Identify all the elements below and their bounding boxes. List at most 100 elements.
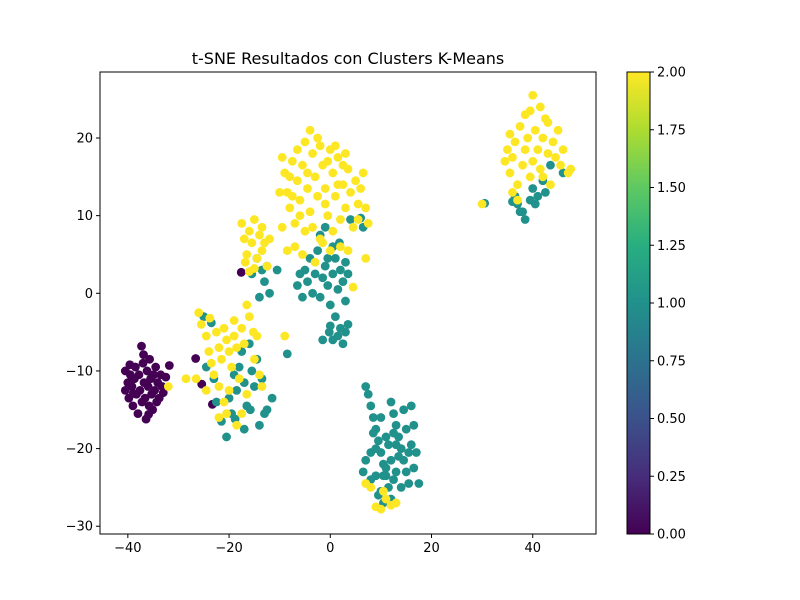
cluster-1-point — [341, 296, 350, 306]
colorbar-tick-label: 1.25 — [657, 239, 686, 254]
cluster-0-point — [140, 393, 150, 403]
cluster-2-point — [298, 160, 307, 170]
cluster-2-point — [528, 156, 538, 166]
cluster-2-point — [265, 234, 274, 244]
cluster-2-point — [249, 215, 259, 224]
cluster-2-point — [239, 234, 249, 244]
cluster-1-point — [323, 281, 333, 290]
cluster-1-point — [318, 273, 328, 283]
cluster-1-point — [313, 246, 323, 255]
cluster-2-point — [348, 282, 358, 292]
cluster-1-point — [368, 428, 378, 438]
cluster-1-point — [363, 389, 373, 399]
cluster-2-point — [361, 479, 371, 488]
cluster-2-point — [206, 358, 216, 368]
cluster-2-point — [503, 145, 512, 155]
cluster-2-point — [500, 156, 510, 166]
cluster-2-point — [508, 153, 517, 162]
cluster-2-point — [227, 362, 236, 372]
colorbar-tick-label: 0.25 — [657, 470, 686, 485]
x-tick-label: −40 — [114, 541, 141, 556]
cluster-1-point — [406, 401, 416, 411]
x-tick-label: 40 — [524, 541, 541, 556]
cluster-2-point — [341, 149, 350, 158]
cluster-0-point — [129, 389, 138, 398]
cluster-2-point — [232, 343, 242, 353]
cluster-0-point — [145, 354, 155, 364]
cluster-2-point — [257, 222, 267, 232]
cluster-2-point — [543, 118, 553, 127]
cluster-2-point — [551, 153, 560, 162]
cluster-1-point — [232, 385, 242, 395]
colorbar-tick-label: 1.50 — [657, 181, 686, 196]
cluster-1-point — [323, 253, 333, 263]
cluster-1-point — [361, 455, 371, 465]
cluster-2-point — [363, 219, 373, 228]
cluster-1-point — [358, 467, 368, 477]
x-tick-label: 0 — [326, 541, 334, 556]
cluster-2-point — [513, 195, 522, 205]
cluster-2-point — [533, 145, 543, 155]
colorbar-tick-label: 0.75 — [657, 354, 686, 369]
cluster-2-point — [285, 203, 295, 213]
cluster-1-point — [379, 471, 388, 481]
cluster-2-point — [303, 184, 312, 193]
cluster-2-point — [330, 141, 340, 151]
colorbar-tick-label: 0.50 — [657, 412, 686, 427]
cluster-2-point — [323, 211, 333, 221]
cluster-2-point — [280, 331, 290, 341]
cluster-2-point — [336, 242, 345, 252]
cluster-2-point — [381, 494, 391, 504]
cluster-1-point — [394, 451, 404, 461]
cluster-1-point — [341, 257, 350, 267]
cluster-2-point — [295, 211, 305, 221]
cluster-1-point — [389, 475, 398, 485]
cluster-1-point — [255, 292, 264, 302]
cluster-2-point — [277, 153, 287, 162]
cluster-2-point — [224, 347, 234, 356]
x-axis-ticks: −40 −20 0 20 40 — [114, 534, 541, 556]
cluster-1-point — [406, 440, 416, 450]
cluster-2-point — [353, 215, 363, 224]
cluster-2-point — [320, 184, 330, 193]
plot-area — [99, 71, 597, 535]
cluster-2-point — [543, 149, 553, 158]
cluster-2-point — [209, 370, 219, 380]
y-tick-label: −30 — [66, 520, 93, 535]
cluster-2-point — [528, 90, 538, 100]
cluster-1-point — [308, 288, 317, 298]
colorbar-tick-label: 0.00 — [657, 528, 686, 543]
cluster-0-point — [137, 341, 146, 351]
cluster-2-point — [275, 187, 285, 197]
cluster-1-point — [546, 160, 555, 170]
cluster-2-point — [219, 397, 229, 407]
cluster-1-point — [361, 382, 371, 391]
cluster-2-point — [518, 160, 528, 170]
cluster-1-point — [373, 436, 383, 446]
cluster-0-point — [120, 385, 130, 395]
cluster-2-point — [515, 121, 525, 131]
cluster-2-point — [204, 347, 214, 356]
cluster-0-point — [138, 358, 148, 368]
cluster-1-point — [386, 397, 396, 407]
cluster-1-point — [518, 207, 528, 217]
cluster-2-point — [242, 389, 252, 399]
x-tick-label: −20 — [215, 541, 242, 556]
cluster-2-point — [214, 413, 224, 422]
cluster-1-point — [262, 405, 272, 415]
chart-title: t-SNE Resultados con Clusters K-Means — [192, 49, 505, 68]
cluster-1-point — [530, 199, 540, 209]
colorbar-ticks: 0.00 0.25 0.50 0.75 1.00 1.25 1.50 1.75 2.00 — [650, 66, 686, 543]
cluster-0-point — [128, 401, 138, 411]
cluster-1-point — [298, 292, 307, 302]
cluster-2-point — [361, 253, 371, 263]
cluster-2-point — [244, 312, 254, 321]
cluster-1-point — [384, 440, 393, 450]
cluster-2-point — [361, 203, 371, 213]
cluster-1-point — [320, 261, 330, 271]
cluster-0-point — [191, 354, 201, 363]
cluster-1-point — [249, 382, 259, 391]
cluster-0-point — [125, 360, 135, 370]
cluster-2-point — [513, 180, 522, 189]
cluster-1-point — [260, 277, 269, 287]
